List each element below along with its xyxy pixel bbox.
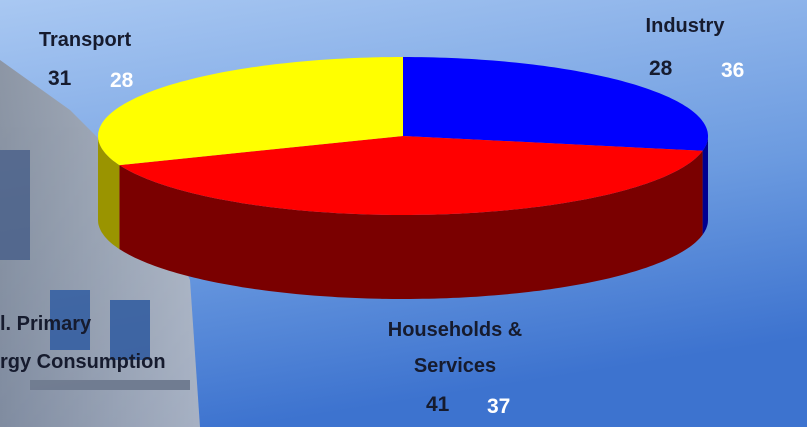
value-label: 41 — [426, 393, 450, 416]
note: l. Primary — [0, 313, 92, 335]
pie-side — [98, 136, 120, 250]
value-label: 36 — [721, 59, 745, 82]
pie-side — [119, 150, 703, 299]
value-label: 37 — [487, 395, 511, 418]
value-label: 28 — [110, 69, 134, 92]
category-label: Industry — [645, 15, 725, 37]
building — [0, 60, 200, 427]
pie-slice — [403, 57, 708, 151]
pie-slice — [98, 57, 403, 166]
pie-side — [702, 136, 708, 235]
category-label: Households & Services — [387, 319, 523, 377]
pie-slice — [119, 136, 703, 215]
category-label: Transport — [38, 29, 132, 51]
note: rgy Consumption — [0, 351, 166, 373]
value-label: 28 — [649, 57, 673, 80]
value-label: 31 — [48, 67, 72, 90]
